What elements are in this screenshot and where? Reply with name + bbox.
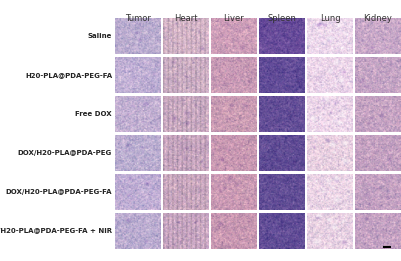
Text: Liver: Liver (224, 14, 244, 23)
Text: Lung: Lung (320, 14, 340, 23)
Text: H20-PLA@PDA-PEG-FA: H20-PLA@PDA-PEG-FA (25, 72, 112, 78)
Text: DOX/H20-PLA@PDA-PEG-FA + NIR: DOX/H20-PLA@PDA-PEG-FA + NIR (0, 228, 112, 234)
Text: Spleen: Spleen (267, 14, 296, 23)
Text: Tumor: Tumor (125, 14, 151, 23)
Text: Saline: Saline (88, 33, 112, 39)
Text: Heart: Heart (174, 14, 198, 23)
Text: Kidney: Kidney (364, 14, 393, 23)
Text: DOX/H20-PLA@PDA-PEG-FA: DOX/H20-PLA@PDA-PEG-FA (6, 189, 112, 195)
Text: DOX/H20-PLA@PDA-PEG: DOX/H20-PLA@PDA-PEG (18, 150, 112, 156)
Text: Free DOX: Free DOX (75, 111, 112, 117)
